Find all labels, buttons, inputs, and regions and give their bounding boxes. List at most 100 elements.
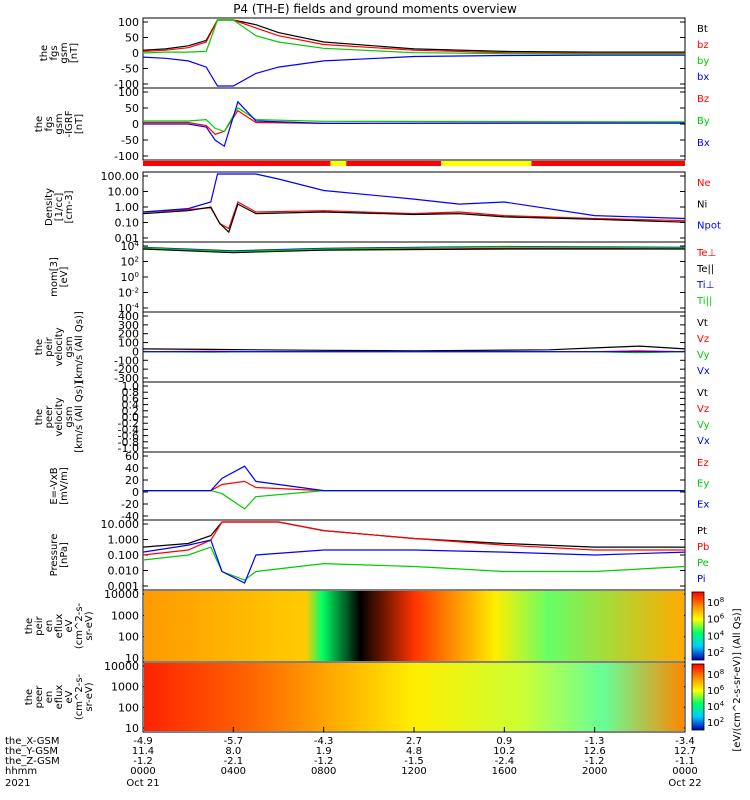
figure-title: P4 (TH-E) fields and ground moments over… bbox=[233, 2, 517, 16]
x-axis-value: 2000 bbox=[582, 766, 607, 777]
ylabel-line: peer bbox=[34, 685, 45, 709]
ylabel-line: gsm bbox=[64, 406, 75, 427]
y-tick-label: 100 bbox=[118, 337, 139, 350]
panel-9: the peir en eflux eV (cm^2-s-sr-eV) 10000 1000 1… bbox=[24, 588, 686, 665]
panel-ylabel: Pressure [nPa] bbox=[49, 534, 70, 577]
legend-entry: Npot bbox=[697, 221, 721, 232]
legend-entry: Vz bbox=[697, 404, 709, 415]
colorbar-tick: 106 bbox=[707, 613, 725, 626]
ylabel-line: eflux bbox=[54, 685, 65, 710]
y-tick-label: -0.2 bbox=[118, 417, 139, 430]
ylabel-line: Pressure bbox=[49, 534, 60, 577]
panel-ylabel: the fgs gsm [nT] bbox=[39, 42, 80, 63]
mode-bar-segment bbox=[531, 161, 685, 166]
legend-entry: By bbox=[697, 116, 710, 127]
series-line bbox=[143, 106, 686, 133]
panel-1: the fgs gsm [nT] 100 50 0 -50 -100 Bt bz by bx bbox=[39, 16, 709, 91]
spectrogram bbox=[144, 663, 684, 731]
mode-bar-segment bbox=[346, 161, 442, 166]
legend-entry: Ni bbox=[697, 199, 707, 210]
y-tick-label: 102 bbox=[121, 256, 139, 269]
x-axis-value: -3.4 bbox=[675, 736, 695, 747]
y-tick-label: 300 bbox=[118, 319, 139, 332]
ylabel-line: the bbox=[34, 116, 45, 132]
y-tick-label: -100 bbox=[114, 150, 139, 163]
year-label: 2021 bbox=[5, 778, 30, 789]
x-axis-row-label: the_Z-GSM bbox=[5, 756, 60, 767]
panel-4: mom[3] [eV]10410210010-210-4Te⊥Te||Ti⊥Ti|… bbox=[49, 240, 716, 315]
panel-frame bbox=[142, 171, 686, 243]
x-axis-value: 12.7 bbox=[674, 746, 696, 757]
y-tick-label: 10000 bbox=[104, 660, 139, 673]
panel-2: the fgs gsm -IGRF [nT] 100 50 0 -50 -100 Bz By Bx bbox=[34, 86, 710, 163]
ylabel-line: mom[3] bbox=[49, 257, 60, 297]
legend-entry: Vz bbox=[697, 334, 709, 345]
x-axis-value: -1.2 bbox=[585, 756, 605, 767]
series-line bbox=[142, 539, 686, 584]
y-tick-label: -0.4 bbox=[118, 423, 139, 436]
ylabel-line: [km/s (All Qs)] bbox=[74, 381, 85, 453]
y-tick-label: 200 bbox=[118, 328, 139, 341]
date-start: Oct 21 bbox=[126, 778, 159, 789]
series-line bbox=[142, 203, 686, 234]
legend-entry: Ez bbox=[697, 458, 709, 469]
panel-ylabel: the peer velocity gsm [km/s (All Qs)] bbox=[34, 381, 85, 453]
y-tick-label: 1.0 bbox=[122, 380, 140, 393]
x-axis-value: -1.5 bbox=[404, 756, 424, 767]
y-tick-label: 100 bbox=[118, 701, 139, 714]
y-tick-label: 1000 bbox=[111, 681, 139, 694]
x-axis-value: 1600 bbox=[492, 766, 517, 777]
x-axis-row-label: the_X-GSM bbox=[5, 736, 59, 747]
legend-entry: Vx bbox=[697, 366, 710, 377]
series-line bbox=[142, 521, 685, 548]
y-tick-label: 0 bbox=[132, 345, 139, 358]
panel-ylabel: mom[3] [eV] bbox=[49, 257, 70, 297]
series-line bbox=[142, 173, 686, 220]
y-tick-label: 104 bbox=[121, 240, 140, 253]
ylabel-line: fgs bbox=[49, 45, 60, 60]
y-tick-label: 1.000 bbox=[108, 534, 140, 547]
y-tick-label: 0.6 bbox=[122, 392, 140, 405]
y-tick-label: 1000 bbox=[111, 609, 139, 622]
ylabel-line: velocity bbox=[54, 327, 65, 366]
ylabel-line: the bbox=[24, 618, 35, 634]
x-axis-value: -4.9 bbox=[133, 736, 153, 747]
y-tick-label: 0 bbox=[132, 47, 139, 60]
x-axis-value: 1200 bbox=[401, 766, 426, 777]
y-tick-label: 100 bbox=[118, 16, 139, 29]
colorbar-label: [eV/(cm^2-s-sr-eV)] (All Qs)] bbox=[732, 608, 743, 751]
panel-3: Density [1/cc] [cm-3] 100.00 10.00 1.00 0.10 0.… bbox=[44, 170, 721, 245]
x-axis-value: -1.2 bbox=[314, 756, 334, 767]
y-tick-label: 20 bbox=[125, 474, 139, 487]
y-tick-label: -50 bbox=[121, 63, 139, 76]
y-tick-label: 50 bbox=[125, 32, 139, 45]
colorbar: 108 106 104 102 bbox=[691, 663, 725, 731]
y-tick-label: 100.00 bbox=[101, 170, 140, 183]
panel-ylabel: the peer en eflux eV (cm^2-s-sr-eV) bbox=[24, 673, 95, 720]
series-line bbox=[142, 246, 686, 253]
ylabel-line: [cm-3] bbox=[64, 190, 75, 223]
legend-entry: Ey bbox=[697, 479, 709, 490]
legend-entry: bx bbox=[697, 72, 709, 83]
legend-entry: Ex bbox=[697, 499, 709, 510]
ylabel-line: peir bbox=[44, 336, 55, 356]
series-line bbox=[142, 248, 685, 254]
y-tick-label: 1.00 bbox=[115, 201, 140, 214]
y-tick-label: -40 bbox=[121, 510, 139, 523]
ylabel-line: E=-VxB bbox=[49, 467, 60, 504]
x-axis-value: -2.1 bbox=[224, 756, 244, 767]
ylabel-line: peer bbox=[44, 405, 55, 429]
legend-entry: Ti⊥ bbox=[696, 280, 714, 291]
ylabel-line: (cm^2-s- bbox=[74, 602, 85, 649]
y-tick-label: -50 bbox=[121, 134, 139, 147]
colorbar-tick: 102 bbox=[707, 716, 724, 729]
ylabel-line: eflux bbox=[54, 614, 65, 639]
ylabel-line: -IGRF bbox=[64, 110, 75, 137]
panel-6: the peer velocity gsm [km/s (All Qs)] 1.00.80… bbox=[34, 380, 710, 455]
ylabel-line: the bbox=[34, 339, 45, 355]
y-tick-label: -100 bbox=[114, 354, 139, 367]
colorbar-tick: 106 bbox=[707, 684, 725, 697]
mode-bar-segment bbox=[441, 161, 532, 166]
x-axis-value: 0000 bbox=[672, 766, 697, 777]
colorbar-scale bbox=[691, 663, 705, 731]
